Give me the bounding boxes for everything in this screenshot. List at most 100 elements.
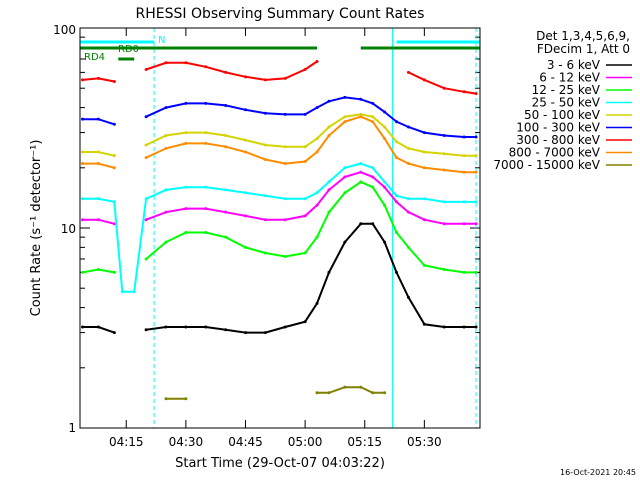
series-point [395, 230, 399, 234]
series-point [204, 101, 208, 105]
series-point [462, 154, 466, 158]
series-point [81, 150, 85, 154]
y-axis-title: Count Rate (s⁻¹ detector⁻¹) [29, 140, 44, 317]
series-point [315, 391, 319, 395]
legend-header-line-1: Det 1,3,4,5,6,9, [536, 29, 630, 43]
series-point [406, 197, 410, 201]
series-point [327, 134, 331, 138]
legend-label: 100 - 300 keV [516, 121, 600, 135]
series-point [96, 218, 100, 222]
series-point [224, 210, 228, 214]
series-point [474, 270, 478, 274]
series-point [395, 156, 399, 160]
series-point [343, 385, 347, 389]
series-point [442, 325, 446, 329]
series-point [343, 95, 347, 99]
series-point [164, 188, 168, 192]
series-point [81, 162, 85, 166]
series-point [184, 61, 188, 65]
series-point [474, 222, 478, 226]
series-point [395, 270, 399, 274]
series-point [406, 70, 410, 74]
series-point [371, 101, 375, 105]
legend-label: 6 - 12 keV [539, 71, 601, 85]
series-point [243, 245, 247, 249]
plot-area: 04:15 04:30 04:45 05:00 05:15 05:30 N RD0 RD4 [80, 27, 480, 449]
series-point [442, 268, 446, 272]
series-point [96, 197, 100, 201]
series-point [383, 203, 387, 207]
series-point [359, 180, 363, 184]
series-point [112, 200, 116, 204]
series-point [112, 331, 116, 335]
series-point [359, 162, 363, 166]
series-point [96, 150, 100, 154]
series-point [81, 197, 85, 201]
series-point [224, 134, 228, 138]
series-point [164, 106, 168, 110]
series-point [303, 197, 307, 201]
series-point [395, 194, 399, 198]
series-point [359, 112, 363, 116]
series-point [383, 185, 387, 189]
series-point [204, 185, 208, 189]
series-point [204, 230, 208, 234]
series-point [96, 76, 100, 80]
series-point [96, 117, 100, 121]
series-point [406, 146, 410, 150]
series-point [406, 210, 410, 214]
series-point [422, 322, 426, 326]
series-point [327, 99, 331, 103]
series-point [474, 200, 478, 204]
series-point [144, 143, 148, 147]
y-tick-label-100: 100 [53, 23, 76, 37]
series-point [315, 191, 319, 195]
series-point [144, 115, 148, 119]
series-point [327, 188, 331, 192]
series-point [383, 137, 387, 141]
series-point [474, 92, 478, 96]
series-point [327, 391, 331, 395]
series-point [96, 162, 100, 166]
series-point [263, 194, 267, 198]
series-point [474, 325, 478, 329]
legend-label: 25 - 50 keV [532, 96, 601, 110]
series-point [112, 122, 116, 126]
series-point [224, 235, 228, 239]
series-point [359, 170, 363, 174]
series-point [383, 391, 387, 395]
series-point [96, 268, 100, 272]
series-point [383, 125, 387, 129]
series-point [315, 150, 319, 154]
series-point [303, 214, 307, 218]
legend-header-line-2: FDecim 1, Att 0 [537, 42, 630, 56]
series-point [406, 245, 410, 249]
series-point [120, 290, 124, 294]
series-point [184, 325, 188, 329]
series-point [462, 222, 466, 226]
series-point [359, 115, 363, 119]
series-point [243, 150, 247, 154]
series-point [422, 263, 426, 267]
series-point [327, 270, 331, 274]
series-point [303, 251, 307, 255]
series-point [315, 137, 319, 141]
series-point [243, 331, 247, 335]
series-point [184, 207, 188, 211]
series-point [315, 203, 319, 207]
x-axis-title: Start Time (29-Oct-07 04:03:22) [175, 456, 385, 471]
series-point [81, 270, 85, 274]
plot-frame [79, 27, 481, 429]
state-flag-label: N [158, 35, 165, 46]
series-point [383, 240, 387, 244]
series-point [224, 328, 228, 332]
series-point [303, 68, 307, 72]
series-point [303, 112, 307, 116]
series-point [343, 191, 347, 195]
series-point [112, 80, 116, 84]
series-point [343, 240, 347, 244]
series-point [144, 156, 148, 160]
series-point [462, 200, 466, 204]
series-point [224, 103, 228, 107]
series-point [283, 197, 287, 201]
